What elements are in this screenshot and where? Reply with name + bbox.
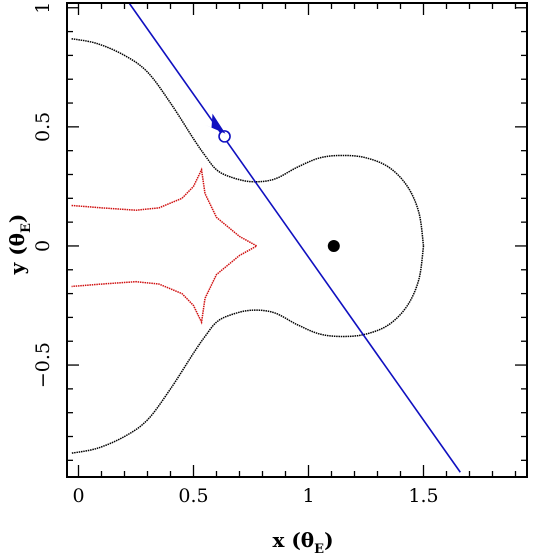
caustic [71,167,259,325]
x-tick-label: 1.5 [408,485,438,507]
series [71,2,461,473]
y-tick-labels: −0.5 0 0.5 1 [32,2,54,388]
y-axis-label-subscript: E [19,223,34,233]
source-position-circle [218,130,231,143]
x-axis-label-close: ) [324,528,333,552]
y-axis-label: y (θE) [5,214,34,276]
lens-companion-dot [327,239,340,252]
critical-curve-lower [71,245,425,454]
x-tick-label: 1 [302,485,314,507]
y-tick-label: 0.5 [32,112,54,142]
critical-curve-upper [71,37,425,247]
source-trajectory-line [128,2,461,473]
x-axis-label-text: x (θ [272,528,314,552]
x-tick-label: 0.5 [178,485,208,507]
y-tick-label: −0.5 [32,342,54,388]
y-tick-label: 0 [32,240,54,252]
plot-frame [66,2,528,478]
y-axis-label-text: y (θ [5,233,29,275]
x-axis-label-subscript: E [314,542,324,555]
y-axis-label-close: ) [5,214,29,223]
x-tick-label: 0 [72,485,84,507]
y-tick-label: 1 [32,2,54,14]
x-tick-labels: 0 0.5 1 1.5 [72,485,438,507]
direction-arrowhead [204,113,226,134]
markers [204,113,340,252]
x-axis-label: x (θE) [272,528,333,555]
